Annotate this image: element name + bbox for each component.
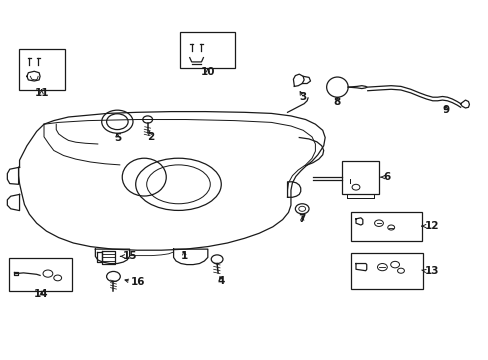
Bar — [180, 32, 234, 68]
Text: 11: 11 — [34, 88, 49, 98]
Bar — [9, 258, 72, 291]
Text: 15: 15 — [123, 251, 138, 261]
Text: 12: 12 — [424, 221, 438, 231]
Text: 9: 9 — [442, 105, 448, 115]
Bar — [350, 253, 423, 289]
Text: 2: 2 — [147, 132, 154, 142]
Text: 5: 5 — [114, 132, 121, 143]
Bar — [19, 49, 65, 90]
Text: 14: 14 — [34, 289, 49, 300]
Text: 6: 6 — [383, 172, 390, 182]
Text: 13: 13 — [424, 266, 438, 276]
Text: 8: 8 — [333, 96, 340, 107]
Text: 16: 16 — [131, 276, 145, 287]
Text: 7: 7 — [298, 214, 305, 224]
Bar — [350, 212, 421, 241]
Text: 4: 4 — [217, 276, 224, 286]
Text: 1: 1 — [181, 251, 187, 261]
Text: 10: 10 — [200, 67, 215, 77]
Bar — [342, 161, 378, 194]
Text: 3: 3 — [299, 92, 306, 102]
